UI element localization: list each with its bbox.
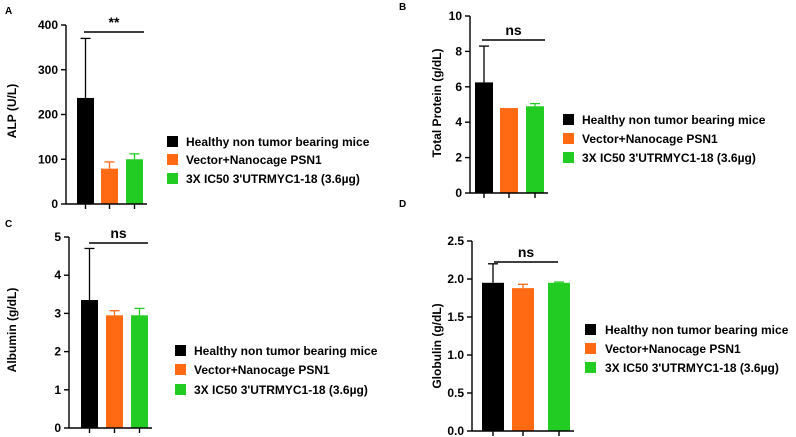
panel-b-legend-label-healthy: Healthy non tumor bearing mice: [582, 113, 766, 127]
panel-d-bar-treated: [548, 282, 570, 431]
panel-d-ytick-label: 1.5: [447, 310, 464, 324]
panel-d-ytick-label: 0.5: [447, 386, 464, 400]
panel-a-bar-healthy: [77, 97, 94, 204]
panel-b-ytick-label: 10: [449, 9, 463, 23]
panel-b-significance-label: ns: [505, 22, 522, 38]
panel-a-ytick-label: 400: [38, 18, 58, 32]
panel-b-letter: B: [399, 2, 406, 13]
panel-c-legend-label-vector: Vector+Nanocage PSN1: [194, 363, 330, 377]
panel-d-legend-swatch-treated: [585, 362, 596, 373]
panel-c-ytick-label: 4: [54, 268, 61, 282]
panel-c-bar-healthy: [81, 300, 98, 428]
panel-d-ytick-label: 0.0: [447, 424, 464, 437]
panel-d-ylabel: Globulin (g/dL): [430, 303, 444, 388]
panel-d-plot: 0.0 0.5 1.0 1.5 2.0 2.5 ns: [447, 234, 574, 437]
panel-d-significance-label: ns: [518, 244, 535, 260]
panel-b-bar-treated: [526, 106, 544, 193]
panel-c-legend-swatch-vector: [175, 364, 186, 375]
panel-a-ytick-label: 100: [38, 152, 58, 166]
panel-d-bar-vector: [512, 288, 534, 431]
panel-b-bar-vector: [500, 108, 518, 193]
panel-d-ytick-label: 2.5: [447, 234, 464, 248]
panel-a-significance-label: **: [109, 14, 120, 30]
panel-d-legend-swatch-healthy: [585, 324, 596, 335]
panel-c-legend-label-treated: 3X IC50 3'UTRMYC1-18 (3.6µg): [194, 383, 368, 397]
panel-b-ylabel: Total Protein (g/dL): [430, 48, 444, 157]
panel-b: B Total Protein (g/dL) 0 2 4 6 8 10 ns Healthy…: [399, 2, 766, 200]
panel-b-legend-label-vector: Vector+Nanocage PSN1: [582, 132, 718, 146]
panel-a-legend-swatch-healthy: [167, 136, 178, 147]
panel-a-legend: Healthy non tumor bearing mice Vector+Na…: [167, 135, 370, 186]
panel-a-letter: A: [5, 6, 12, 17]
panel-a-legend-label-vector: Vector+Nanocage PSN1: [186, 153, 322, 167]
panel-b-ytick-label: 2: [455, 151, 462, 165]
panel-c-ytick-label: 1: [54, 383, 61, 397]
panel-a-legend-swatch-vector: [167, 154, 178, 165]
panel-a-legend-label-healthy: Healthy non tumor bearing mice: [186, 135, 370, 149]
panel-c-letter: C: [5, 219, 12, 230]
panel-d-ytick-label: 1.0: [447, 348, 464, 362]
panel-d-bar-healthy: [482, 282, 504, 431]
panel-c-significance-label: ns: [110, 225, 127, 241]
panel-c-ytick-label: 5: [54, 230, 61, 244]
panel-d-legend-label-vector: Vector+Nanocage PSN1: [605, 342, 741, 356]
panel-a-bar-treated: [126, 159, 143, 204]
panel-a-bar-vector: [101, 168, 118, 204]
panel-b-plot: 0 2 4 6 8 10 ns: [449, 9, 548, 200]
panel-b-legend-label-treated: 3X IC50 3'UTRMYC1-18 (3.6µg): [582, 151, 756, 165]
panel-a-ytick-label: 0: [51, 197, 58, 211]
panel-a-legend-label-treated: 3X IC50 3'UTRMYC1-18 (3.6µg): [186, 172, 360, 186]
panel-b-ytick-label: 4: [455, 115, 462, 129]
panel-b-bar-healthy: [475, 82, 493, 193]
panel-d: D Globulin (g/dL) 0.0 0.5 1.0 1.5 2.0 2.5 ns H…: [399, 199, 789, 437]
panel-b-legend-swatch-vector: [563, 133, 574, 144]
panel-d-legend: Healthy non tumor bearing mice Vector+Na…: [585, 323, 789, 375]
panel-a-legend-swatch-treated: [167, 173, 178, 184]
panel-b-legend-swatch-healthy: [563, 114, 574, 125]
panel-d-ytick-label: 2.0: [447, 272, 464, 286]
panel-a-ytick-label: 200: [38, 108, 58, 122]
panel-d-legend-label-treated: 3X IC50 3'UTRMYC1-18 (3.6µg): [605, 361, 779, 375]
panel-c-plot: 0 1 2 3 4 5 ns: [54, 225, 152, 435]
panel-c-bar-treated: [131, 315, 148, 428]
panel-b-ytick-label: 6: [455, 80, 462, 94]
panel-b-legend: Healthy non tumor bearing mice Vector+Na…: [563, 113, 766, 165]
panel-c-legend-label-healthy: Healthy non tumor bearing mice: [194, 344, 378, 358]
panel-c-bar-vector: [106, 315, 123, 428]
panel-c-ytick-label: 3: [54, 306, 61, 320]
panel-c-legend: Healthy non tumor bearing mice Vector+Na…: [175, 344, 378, 397]
panel-a-ylabel: ALP (U/L): [5, 84, 19, 138]
panel-a-ytick-label: 300: [38, 63, 58, 77]
panel-c-legend-swatch-treated: [175, 384, 186, 395]
panel-a: A ALP (U/L) 0 100 200 300 400 ** Healthy non …: [5, 6, 370, 211]
panel-d-legend-swatch-vector: [585, 343, 596, 354]
panel-c: C Albumin (g/dL) 0 1 2 3 4 5 ns Healthy non tu…: [5, 219, 378, 435]
panel-d-letter: D: [399, 199, 406, 210]
panel-a-plot: 0 100 200 300 400 **: [38, 14, 147, 211]
panel-c-ytick-label: 0: [54, 421, 61, 435]
panel-b-ytick-label: 8: [455, 44, 462, 58]
panel-c-ylabel: Albumin (g/dL): [5, 288, 19, 373]
panel-d-legend-label-healthy: Healthy non tumor bearing mice: [605, 323, 789, 337]
panel-c-legend-swatch-healthy: [175, 345, 186, 356]
panel-b-legend-swatch-treated: [563, 152, 574, 163]
panel-b-ytick-label: 0: [455, 186, 462, 200]
panel-c-ytick-label: 2: [54, 345, 61, 359]
